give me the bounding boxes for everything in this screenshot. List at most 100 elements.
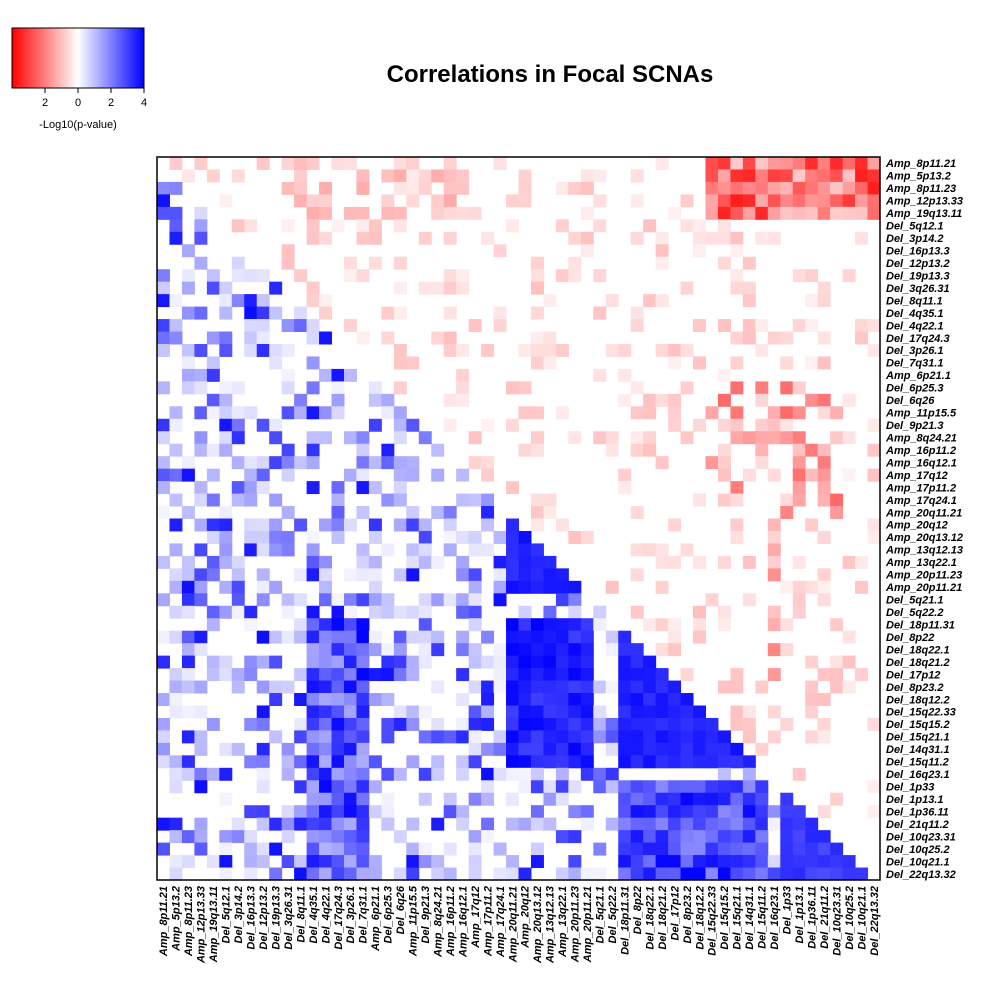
heatmap-cell: [705, 730, 719, 744]
heatmap-cell: [194, 742, 208, 756]
heatmap-cell: [468, 543, 482, 557]
heatmap-cell: [643, 618, 657, 632]
heatmap-cell: [356, 730, 370, 744]
column-label: Del_16q23.1: [769, 886, 781, 950]
heatmap-cell: [294, 456, 308, 470]
heatmap-cell: [306, 830, 320, 844]
heatmap-cell: [468, 705, 482, 719]
heatmap-cell: [356, 855, 370, 869]
heatmap-cell: [306, 755, 320, 769]
heatmap-cell: [730, 356, 744, 370]
heatmap-cell: [443, 805, 457, 819]
heatmap-cell: [418, 705, 432, 719]
heatmap-cell: [256, 530, 270, 544]
heatmap-cell: [456, 381, 470, 395]
heatmap-cell: [244, 867, 258, 881]
heatmap-cell: [555, 219, 569, 233]
heatmap-cell: [742, 181, 756, 195]
heatmap-cell: [580, 867, 594, 881]
heatmap-cell: [506, 618, 519, 632]
row-label: Del_16q23.1: [886, 769, 950, 781]
heatmap-cell: [219, 381, 233, 395]
heatmap-cell: [169, 493, 183, 507]
heatmap-cell: [593, 219, 607, 233]
heatmap-cell: [406, 555, 420, 569]
heatmap-cell: [244, 481, 258, 495]
heatmap-cell: [306, 206, 320, 220]
heatmap-cell: [343, 730, 357, 744]
heatmap-cell: [555, 568, 569, 582]
heatmap-cell: [368, 855, 382, 869]
heatmap-cell: [543, 730, 557, 744]
column-label: Amp_20q12: [520, 886, 532, 949]
heatmap-cell: [381, 655, 395, 669]
column-label: Amp_17p11.2: [482, 886, 494, 957]
heatmap-cell: [580, 680, 594, 694]
heatmap-cell: [231, 431, 245, 445]
column-label: Amp_20q11.21: [507, 886, 519, 963]
heatmap-cell: [717, 169, 731, 183]
heatmap-cell: [281, 343, 295, 357]
heatmap-cell: [867, 468, 881, 482]
heatmap-cell: [431, 593, 445, 607]
heatmap-cell: [181, 568, 195, 582]
heatmap-cell: [817, 730, 831, 744]
heatmap-cell: [244, 618, 258, 632]
heatmap-cell: [381, 643, 395, 657]
heatmap-cell: [742, 194, 756, 208]
heatmap-cell: [817, 406, 831, 420]
heatmap-cell: [244, 518, 258, 532]
heatmap-cell: [530, 855, 544, 869]
heatmap-cell: [506, 580, 519, 594]
heatmap-cell: [618, 705, 632, 719]
heatmap-cell: [456, 368, 470, 382]
heatmap-cell: [817, 855, 831, 869]
heatmap-cell: [792, 605, 806, 619]
heatmap-cell: [443, 331, 457, 345]
heatmap-cell: [169, 867, 183, 881]
heatmap-cell: [742, 705, 756, 719]
heatmap-cell: [730, 244, 744, 258]
heatmap-cell: [431, 443, 445, 457]
heatmap-cell: [294, 393, 308, 407]
heatmap-cell: [518, 555, 532, 569]
heatmap-cell: [319, 580, 333, 594]
heatmap-cell: [842, 206, 856, 220]
heatmap-cell: [605, 730, 619, 744]
heatmap-cell: [555, 406, 569, 420]
heatmap-cell: [406, 717, 420, 731]
heatmap-cell: [157, 755, 170, 769]
heatmap-cell: [256, 755, 270, 769]
heatmap-cell: [269, 306, 283, 320]
heatmap-cell: [181, 468, 195, 482]
heatmap-cell: [767, 206, 781, 220]
heatmap-cell: [618, 867, 632, 881]
heatmap-cell: [580, 668, 594, 682]
row-label: Del_1p33: [886, 782, 934, 794]
column-label: Del_4q35.1: [308, 886, 320, 943]
heatmap-cell: [456, 693, 470, 706]
heatmap-cell: [730, 281, 744, 295]
heatmap-cell: [356, 805, 370, 819]
heatmap-cell: [456, 605, 470, 619]
column-label: Amp_16q12.1: [457, 886, 469, 958]
heatmap-cell: [381, 605, 395, 619]
heatmap-cell: [306, 680, 320, 694]
heatmap-cell: [443, 181, 457, 195]
heatmap-cell: [506, 568, 519, 582]
column-label: Del_10q21.1: [856, 886, 868, 950]
heatmap-cell: [269, 693, 283, 706]
heatmap-cell: [443, 506, 457, 519]
row-label: Amp_13q12.13: [885, 545, 963, 557]
heatmap-cell: [805, 157, 819, 170]
row-label: Amp_17q12: [885, 470, 948, 482]
heatmap-cell: [618, 343, 632, 357]
heatmap-cell: [792, 406, 806, 420]
heatmap-cell: [456, 530, 470, 544]
heatmap-cell: [219, 281, 233, 295]
heatmap-cell: [830, 206, 844, 220]
heatmap-cell: [219, 767, 233, 781]
heatmap-cell: [555, 618, 569, 632]
heatmap-cell: [618, 368, 632, 382]
heatmap-cell: [294, 568, 308, 582]
